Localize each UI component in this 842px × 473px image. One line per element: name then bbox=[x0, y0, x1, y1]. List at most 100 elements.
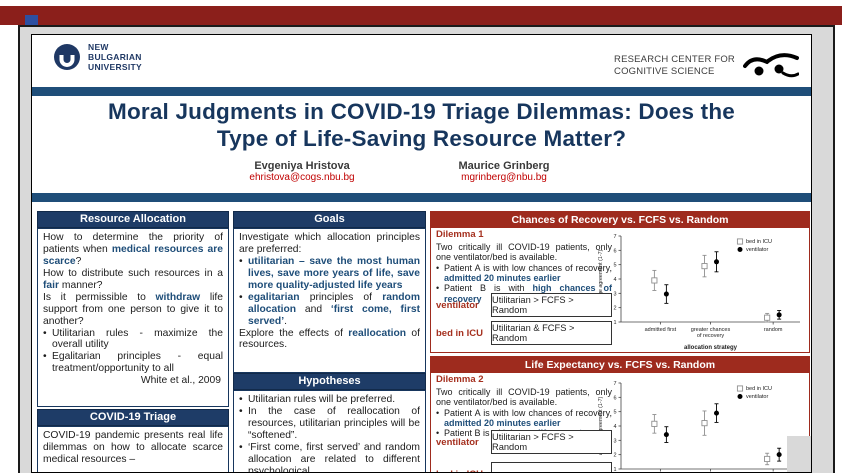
svg-text:bed in ICU: bed in ICU bbox=[746, 386, 772, 392]
text-segment: Patient B is with bbox=[444, 283, 533, 294]
bullet-marker: • bbox=[239, 394, 243, 405]
svg-text:1: 1 bbox=[613, 320, 616, 326]
dilemma-1-intro: Two critically ill COVID-19 patients, on… bbox=[436, 241, 612, 263]
bullet-marker: • bbox=[436, 283, 440, 294]
bullet-item: • Utilitarian rules will be preferred. bbox=[239, 394, 420, 406]
svg-text:3: 3 bbox=[613, 291, 616, 297]
svg-text:4: 4 bbox=[613, 277, 616, 283]
column-results: Chances of Recovery vs. FCFS vs. Random … bbox=[430, 211, 810, 473]
author-email: mgrinberg@nbu.bg bbox=[461, 172, 547, 183]
paragraph: Is it permissible to withdraw life suppo… bbox=[43, 292, 223, 328]
allocation-row: bed in ICU bbox=[436, 461, 612, 473]
author-block-2: Maurice Grinberg mgrinberg@nbu.bg bbox=[384, 160, 624, 183]
bullet-text: Patient B is with high chances of recove… bbox=[444, 283, 612, 304]
paragraph: How to distribute such resources in a fa… bbox=[43, 268, 223, 292]
text-segment: high chances of recovery bbox=[444, 283, 612, 304]
navy-band-bottom bbox=[32, 193, 811, 202]
bullet-text: Patient A is with low chances of recover… bbox=[444, 263, 612, 284]
navy-band-top bbox=[32, 87, 811, 96]
bullet-item: • Egalitarian principles - equal treatmen… bbox=[43, 351, 223, 375]
research-center-text: RESEARCH CENTER FOR COGNITIVE SCIENCE bbox=[614, 54, 735, 79]
covid-triage-paragraphs: COVID-19 pandemic presents real life dil… bbox=[43, 430, 223, 466]
bullet-item: • egalitarian principles of random alloca… bbox=[239, 292, 420, 328]
svg-text:7: 7 bbox=[613, 234, 616, 240]
column-resource-allocation: Resource Allocation How to determine the… bbox=[37, 211, 229, 472]
text-segment: principles of bbox=[299, 291, 383, 303]
svg-text:of recovery: of recovery bbox=[697, 333, 724, 339]
resource-label: ventilator bbox=[436, 299, 479, 311]
text-segment: manner? bbox=[59, 279, 103, 291]
bullet-marker: • bbox=[43, 351, 47, 363]
text-segment: . bbox=[284, 315, 287, 327]
goals-intro: Investigate which allocation principles … bbox=[239, 232, 420, 255]
bullet-marker: • bbox=[43, 327, 47, 339]
poster-page: NEW BULGARIAN UNIVERSITY RESEARCH CENTER… bbox=[31, 34, 812, 473]
text-segment: life support from one person to give it … bbox=[43, 291, 223, 327]
hypotheses-bullets: • Utilitarian rules will be preferred. • In… bbox=[239, 394, 420, 473]
recovery-chart: 1 2 3 4 5 6 7 average agreement (1-7) admitted f… bbox=[594, 230, 806, 352]
svg-text:allocation strategy: allocation strategy bbox=[684, 345, 738, 351]
section-body-hypotheses: • Utilitarian rules will be preferred. • In… bbox=[233, 390, 426, 473]
section-body-resource-allocation: How to determine the priority of patient… bbox=[37, 228, 229, 407]
rccs-line-1: RESEARCH CENTER FOR bbox=[614, 53, 735, 65]
preference-box: Utilitarian > FCFS > Random bbox=[491, 293, 612, 317]
dilemma-2-label: Dilemma 2 bbox=[436, 374, 484, 385]
bullet-text: Utilitarian rules - maximize the overall… bbox=[52, 328, 223, 352]
dilemma-1-label: Dilemma 1 bbox=[436, 229, 484, 240]
text-segment: reallocation bbox=[348, 327, 407, 339]
dilemma-2-intro: Two critically ill COVID-19 patients, on… bbox=[436, 386, 612, 408]
allocation-row: ventilator Utilitarian > FCFS > Random bbox=[436, 429, 612, 455]
svg-text:average agreement (1-7): average agreement (1-7) bbox=[598, 396, 604, 455]
bullet-item: • Patient B is with high chances of recov… bbox=[436, 283, 612, 304]
nbu-logo-text: NEW BULGARIAN UNIVERSITY bbox=[88, 43, 142, 72]
resource-label: ventilator bbox=[436, 436, 479, 448]
svg-text:ventilator: ventilator bbox=[746, 394, 768, 400]
bullet-marker: • bbox=[436, 428, 440, 439]
bullet-marker: • bbox=[239, 291, 243, 303]
text-segment: COVID-19 pandemic presents real life dil… bbox=[43, 430, 223, 465]
resource-allocation-paragraphs: How to determine the priority of patient… bbox=[43, 232, 223, 328]
text-segment: How to determine the priority of patient… bbox=[43, 232, 223, 255]
column-goals-hypotheses: Goals Investigate which allocation princ… bbox=[233, 211, 426, 473]
section-header-resource-allocation: Resource Allocation bbox=[37, 211, 229, 228]
resource-label: bed in ICU bbox=[436, 327, 483, 339]
text-segment: save the most human lives, save more yea… bbox=[248, 255, 420, 291]
section-header-goals: Goals bbox=[233, 211, 426, 228]
svg-text:5: 5 bbox=[613, 263, 616, 269]
section-header-hypotheses: Hypotheses bbox=[233, 373, 426, 390]
text-segment: In the case of reallocation of resources… bbox=[248, 405, 420, 441]
resource-allocation-bullets: • Utilitarian rules - maximize the overal… bbox=[43, 328, 223, 376]
svg-text:6: 6 bbox=[613, 248, 616, 254]
text-segment: random allocation bbox=[248, 291, 420, 315]
svg-text:random: random bbox=[764, 327, 783, 333]
bullet-text: utilitarian – save the most human lives,… bbox=[248, 256, 420, 292]
bullet-marker: • bbox=[436, 407, 440, 418]
paragraph: How to determine the priority of patient… bbox=[43, 232, 223, 268]
text-segment: medical resources are scarce bbox=[43, 243, 223, 267]
rccs-line-2: COGNITIVE SCIENCE bbox=[614, 66, 715, 77]
author-email: ehristova@cogs.nbu.bg bbox=[249, 172, 355, 183]
bullet-text: Patient A is with low chances of recover… bbox=[444, 408, 612, 429]
text-segment: fair bbox=[43, 279, 60, 291]
panel-life-expectancy: Life Expectancy vs. FCFS vs. Random Dile… bbox=[430, 356, 810, 473]
owl-logo-icon bbox=[743, 53, 799, 78]
allocation-row: bed in ICU Utilitarian & FCFS > Random bbox=[436, 320, 612, 346]
bullet-item: • In the case of reallocation of resource… bbox=[239, 406, 420, 442]
bullet-text: In the case of reallocation of resources… bbox=[248, 406, 420, 442]
text-segment: ‘First come, first served’ and random al… bbox=[248, 441, 420, 473]
goals-outro: Explore the effects of reallocation of r… bbox=[239, 328, 420, 352]
nbu-line-2: BULGARIAN bbox=[88, 52, 142, 63]
author-name: Evgeniya Hristova bbox=[254, 160, 350, 172]
nbu-line-1: NEW bbox=[88, 42, 109, 53]
text-segment: of resources. bbox=[239, 327, 420, 351]
svg-text:4: 4 bbox=[613, 424, 616, 430]
svg-text:greater chances: greater chances bbox=[691, 327, 731, 333]
text-segment: Utilitarian rules - maximize the overall… bbox=[52, 327, 223, 351]
svg-text:1: 1 bbox=[613, 467, 616, 473]
paragraph: COVID-19 pandemic presents real life dil… bbox=[43, 430, 223, 466]
resource-label: bed in ICU bbox=[436, 469, 491, 473]
bullet-text: Egalitarian principles - equal treatment… bbox=[52, 351, 223, 375]
